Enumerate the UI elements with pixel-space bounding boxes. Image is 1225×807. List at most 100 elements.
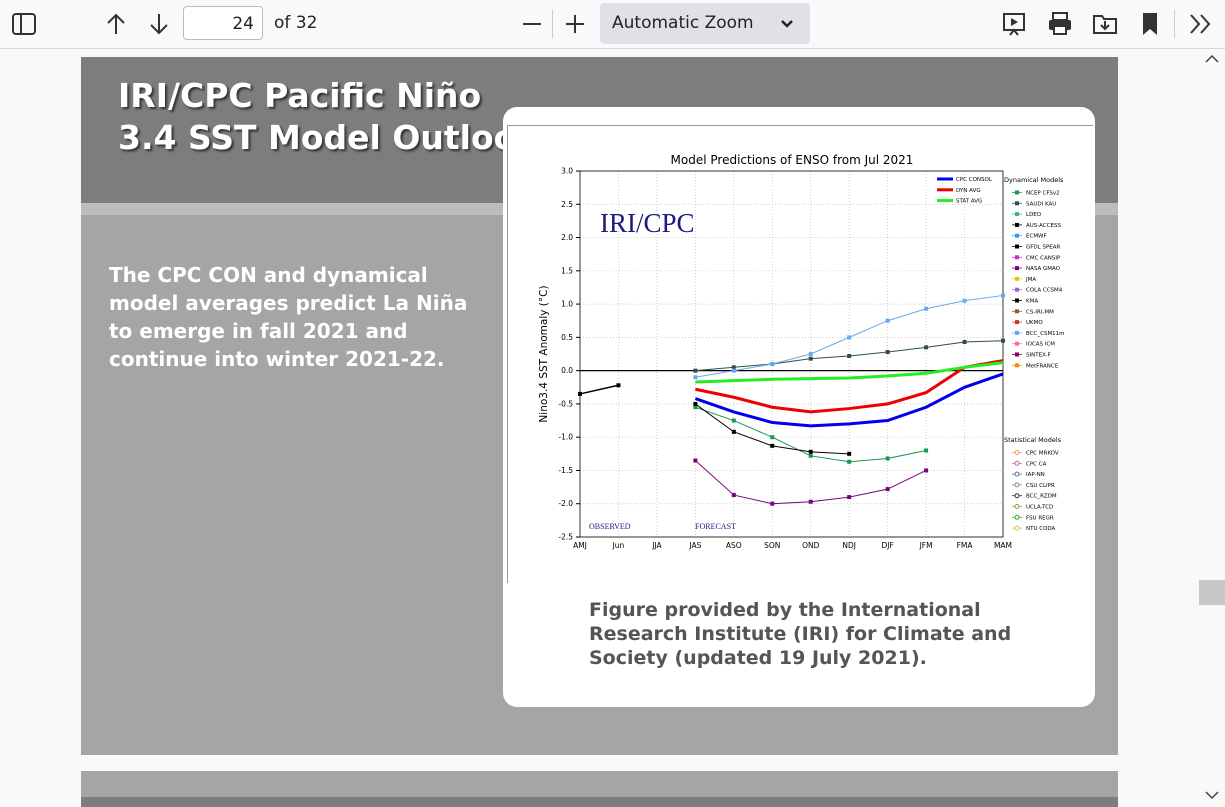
series-marker: [924, 306, 929, 311]
zoom-select[interactable]: Automatic Zoom: [600, 3, 810, 44]
series-marker: [847, 335, 852, 340]
legend-marker: [1015, 309, 1019, 314]
series-line: [579, 384, 619, 395]
chart-background: [507, 125, 1093, 583]
legend-marker: [1015, 298, 1019, 303]
series-line: [695, 361, 1004, 384]
series-marker: [962, 298, 967, 303]
slide-body: The CPC CON and dynamical model averages…: [109, 263, 468, 371]
legend-label: NASA GMAO: [1026, 266, 1061, 272]
y-tick-label: 3.0: [561, 167, 573, 176]
legend-marker: [1015, 352, 1019, 357]
separator: [552, 10, 553, 38]
legend-marker: [1015, 266, 1019, 271]
series-marker: [808, 453, 813, 458]
x-tick-label: ASO: [726, 541, 742, 550]
slide: IRI/CPC Pacific Niño 3.4 SST Model Outlo…: [81, 57, 1118, 755]
series-marker: [693, 368, 698, 373]
series-marker: [578, 391, 582, 396]
legend-label: SINTEX-F: [1026, 353, 1051, 359]
legend-marker: [1015, 222, 1019, 227]
series-marker: [847, 353, 852, 358]
print[interactable]: [1047, 11, 1073, 37]
dropdown-arrow: [781, 20, 793, 28]
x-tick-label: SON: [764, 541, 780, 550]
y-axis-label: Nino3.4 SST Anomaly (°C): [538, 285, 550, 422]
y-tick-label: -0.5: [558, 399, 573, 408]
presentation-mode[interactable]: [1002, 11, 1026, 37]
legend-marker: [1015, 190, 1019, 195]
title-line: IRI/CPC Pacific Niño: [118, 76, 482, 115]
y-tick-label: -2.5: [558, 533, 573, 542]
series-marker: [731, 429, 736, 434]
y-tick-label: -1.0: [558, 433, 573, 442]
series-marker: [731, 493, 736, 498]
legend-label: GFDL SPEAR: [1026, 245, 1061, 251]
watermark: IRI/CPC: [600, 208, 695, 238]
x-tick-label: Jun: [612, 541, 625, 550]
series-marker: [731, 365, 736, 370]
legend-group-title: Dynamical Models: [1004, 176, 1064, 184]
legend-label: COLA CCSM4: [1026, 288, 1063, 294]
next-slide-header: [81, 797, 1118, 807]
series-marker: [885, 456, 890, 461]
x-tick-label: DJF: [881, 541, 893, 550]
x-tick-label: MAM: [994, 541, 1012, 550]
series-marker: [693, 405, 698, 410]
separator: [1174, 10, 1175, 38]
legend-label: MetFRANCE: [1026, 363, 1059, 369]
legend-label: KMA: [1026, 299, 1038, 305]
legend-marker: [1015, 330, 1019, 335]
legend-label: IAP-NN: [1026, 472, 1045, 478]
legend-marker: [1015, 341, 1019, 346]
previous-page[interactable]: [104, 12, 128, 36]
x-tick-label: JJA: [651, 541, 662, 550]
series-marker: [924, 345, 929, 350]
legend-marker: [1015, 201, 1019, 206]
legend-marker: [1015, 287, 1019, 292]
sidebar-toggle[interactable]: [12, 12, 36, 36]
series-marker: [693, 458, 698, 463]
toolbar: 24 of 32 Automatic Zoom: [0, 0, 1225, 49]
legend-label: CPC CONSOL: [956, 177, 993, 183]
series-marker: [885, 487, 890, 492]
legend-marker: [1014, 471, 1020, 477]
legend-marker: [1015, 244, 1019, 249]
chart-title: Model Predictions of ENSO from Jul 2021: [671, 153, 914, 167]
tools-menu[interactable]: [1188, 12, 1214, 36]
series-marker: [885, 318, 890, 323]
x-tick-label: JAS: [688, 541, 701, 550]
legend-marker: [1014, 514, 1020, 520]
series-marker: [962, 340, 967, 345]
legend-marker: [1015, 212, 1019, 217]
legend-label: LDEO: [1026, 212, 1042, 218]
legend-label: DYN AVG: [956, 188, 981, 194]
series-marker: [731, 418, 736, 423]
scrollbar[interactable]: [1199, 48, 1225, 807]
series-marker: [770, 361, 775, 366]
next-slide: [81, 771, 1118, 807]
legend-label: CPC MRKOV: [1026, 451, 1059, 457]
y-tick-label: -2.0: [558, 499, 573, 508]
series-marker: [808, 356, 813, 361]
legend-label: UCLA-TCD: [1026, 505, 1053, 511]
series-marker: [924, 468, 929, 473]
page-number-input[interactable]: 24: [183, 6, 263, 40]
next-page[interactable]: [147, 12, 171, 36]
x-tick-label: JFM: [919, 541, 933, 550]
series-marker: [731, 368, 736, 373]
zoom-in[interactable]: [563, 12, 587, 36]
x-tick-label: AMJ: [573, 541, 587, 550]
series-marker: [1001, 338, 1005, 343]
y-tick-label: 2.0: [561, 233, 573, 242]
zoom-out[interactable]: [520, 12, 544, 36]
plot-frame: [579, 170, 1004, 538]
series-marker: [693, 375, 698, 380]
save[interactable]: [1092, 11, 1118, 37]
legend-label: STAT AVG: [956, 199, 982, 205]
x-tick-label: NDJ: [842, 541, 856, 550]
x-tick-label: OND: [802, 541, 820, 550]
legend-label: SAUDI KAU: [1026, 201, 1056, 207]
bookmark[interactable]: [1140, 11, 1160, 37]
series-marker: [770, 443, 775, 448]
